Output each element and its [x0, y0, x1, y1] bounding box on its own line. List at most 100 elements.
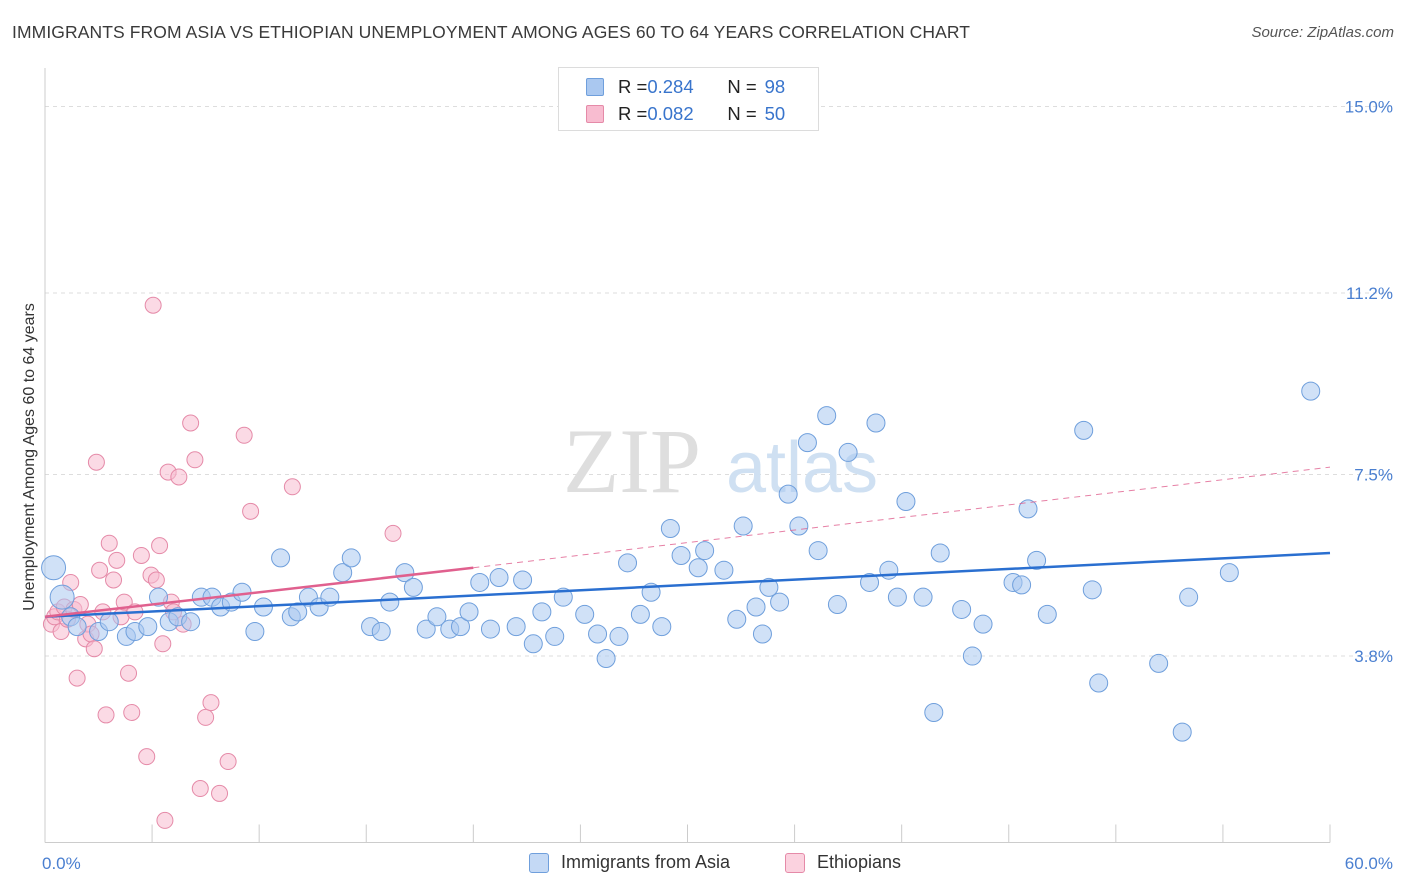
asia-point — [866, 413, 886, 433]
legend-n-label: N = — [727, 103, 757, 124]
asia-point — [962, 646, 982, 666]
asia-point — [532, 602, 552, 622]
ethiopians-point — [151, 537, 169, 555]
asia-point — [817, 406, 837, 426]
asia-point — [973, 614, 993, 634]
y-tick-label: 11.2% — [1346, 284, 1393, 303]
x-tick-label: 0.0% — [42, 854, 81, 873]
legend-r-label: R = — [618, 76, 648, 97]
asia-point — [459, 602, 479, 622]
series-swatch-asia — [529, 852, 549, 873]
trend-lines — [44, 466, 1331, 619]
asia-point — [887, 587, 907, 607]
asia-point — [489, 568, 509, 588]
chart-title: IMMIGRANTS FROM ASIA VS ETHIOPIAN UNEMPL… — [12, 22, 971, 42]
ethiopians-point — [202, 694, 220, 712]
asia-point — [879, 560, 899, 580]
asia-point — [41, 555, 67, 581]
ethiopians-point — [242, 502, 260, 520]
series-swatch-ethiopians — [785, 852, 805, 873]
ethiopians-point — [68, 669, 86, 687]
legend-n-value: 98 — [764, 76, 786, 97]
asia-point — [652, 617, 672, 637]
legend-swatch-asia — [586, 78, 604, 96]
asia-point — [1082, 580, 1102, 600]
legend-n-label: N = — [727, 76, 757, 97]
ethiopians-point — [235, 426, 253, 444]
ethiopians-point — [123, 703, 141, 721]
legend-r-value: 0.284 — [647, 76, 694, 97]
asia-point — [470, 572, 490, 592]
asia-point — [727, 609, 747, 629]
asia-point — [746, 597, 766, 617]
y-tick-label: 3.8% — [1354, 647, 1393, 666]
asia-point — [480, 619, 500, 639]
ethiopians-point — [100, 534, 118, 552]
asia-point — [380, 592, 400, 612]
ethiopians-point — [97, 706, 115, 724]
asia-point — [896, 492, 916, 512]
ethiopians-point — [186, 451, 204, 469]
series-legend-ethiopians[interactable]: Ethiopians — [785, 852, 901, 873]
series-legend: Immigrants from Asia Ethiopians — [0, 852, 1406, 876]
asia-point — [714, 560, 734, 580]
asia-point — [149, 587, 169, 607]
legend-r-value: 0.082 — [647, 103, 694, 124]
ethiopians-point — [87, 453, 105, 471]
asia-point — [1172, 722, 1192, 742]
asia-point — [288, 602, 308, 622]
y-tick-label: 7.5% — [1354, 466, 1393, 485]
asia-point — [1027, 550, 1047, 570]
ethiopians-point — [147, 571, 165, 589]
asia-point — [630, 604, 650, 624]
asia-point — [1018, 499, 1038, 519]
asia-point — [588, 624, 608, 644]
watermark: ZIP atlas — [563, 410, 878, 512]
asia-point — [770, 592, 790, 612]
asia-point — [924, 702, 944, 722]
asia-trend-line — [44, 551, 1331, 619]
ethiopians-point — [154, 635, 172, 653]
asia-point — [618, 553, 638, 573]
ethiopians-point — [211, 784, 229, 802]
asia-point — [1012, 575, 1032, 595]
tick-labels: 3.8% 7.5% 11.2% 15.0% 0.0% 60.0% — [42, 98, 1393, 873]
asia-point — [1037, 604, 1057, 624]
asia-point — [952, 599, 972, 619]
asia-point — [513, 570, 533, 590]
asia-point — [827, 595, 847, 615]
asia-point — [596, 649, 616, 669]
asia-point — [660, 518, 680, 538]
asia-point — [609, 626, 629, 646]
asia-point — [808, 541, 828, 561]
asia-point — [427, 607, 447, 627]
asia-point — [688, 558, 708, 578]
asia-point — [1149, 653, 1169, 673]
asia-point — [49, 584, 75, 610]
source-credit: Source: ZipAtlas.com — [1251, 24, 1394, 41]
ethiopians-point — [191, 780, 209, 798]
asia-point — [506, 617, 526, 637]
asia-point — [1179, 587, 1199, 607]
legend-n-value: 50 — [764, 103, 786, 124]
legend-r-label: R = — [618, 103, 648, 124]
asia-point — [403, 577, 423, 597]
gridlines — [45, 106, 1392, 657]
asia-point — [913, 587, 933, 607]
asia-point — [271, 548, 291, 568]
ethiopians-point — [132, 546, 150, 564]
asia-point — [860, 572, 880, 592]
asia-point — [1089, 673, 1109, 693]
asia-point — [733, 516, 753, 536]
ethiopians-trend-line — [44, 566, 474, 619]
y-tick-label: 15.0% — [1345, 98, 1393, 117]
axes — [44, 68, 1331, 843]
ethiopians-point — [197, 708, 215, 726]
asia-point — [67, 617, 87, 637]
legend-row-asia: R = 0.284 N = 98 — [586, 76, 785, 98]
asia-point — [838, 442, 858, 462]
series-legend-asia[interactable]: Immigrants from Asia — [529, 852, 730, 873]
asia-point — [1219, 563, 1239, 583]
asia-point — [245, 622, 265, 642]
